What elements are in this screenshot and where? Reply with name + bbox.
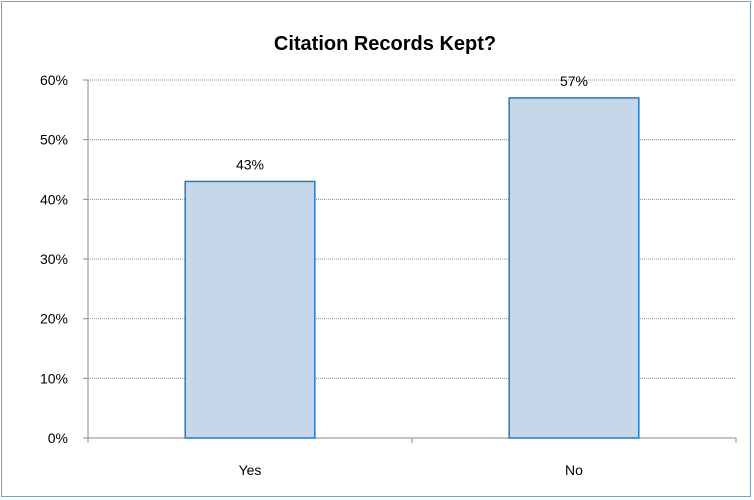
y-tick-label: 50%	[40, 132, 68, 148]
y-tick-label: 30%	[40, 251, 68, 267]
bar-yes	[184, 180, 316, 439]
chart-title: Citation Records Kept?	[274, 33, 496, 55]
bars	[184, 97, 640, 439]
x-tick-label-yes: Yes	[239, 462, 262, 478]
bar-no	[508, 97, 640, 439]
y-tick-label: 40%	[40, 191, 68, 207]
y-tick-label: 60%	[40, 72, 68, 88]
labels: 0% 10% 20% 30% 40% 50% 60% 43% Yes 57% No	[40, 72, 588, 478]
y-tick-label: 0%	[48, 430, 68, 446]
data-label-yes: 43%	[236, 156, 264, 172]
data-label-no: 57%	[560, 73, 588, 89]
y-tick-label: 20%	[40, 311, 68, 327]
x-tick-label-no: No	[565, 462, 583, 478]
y-tick-label: 10%	[40, 370, 68, 386]
